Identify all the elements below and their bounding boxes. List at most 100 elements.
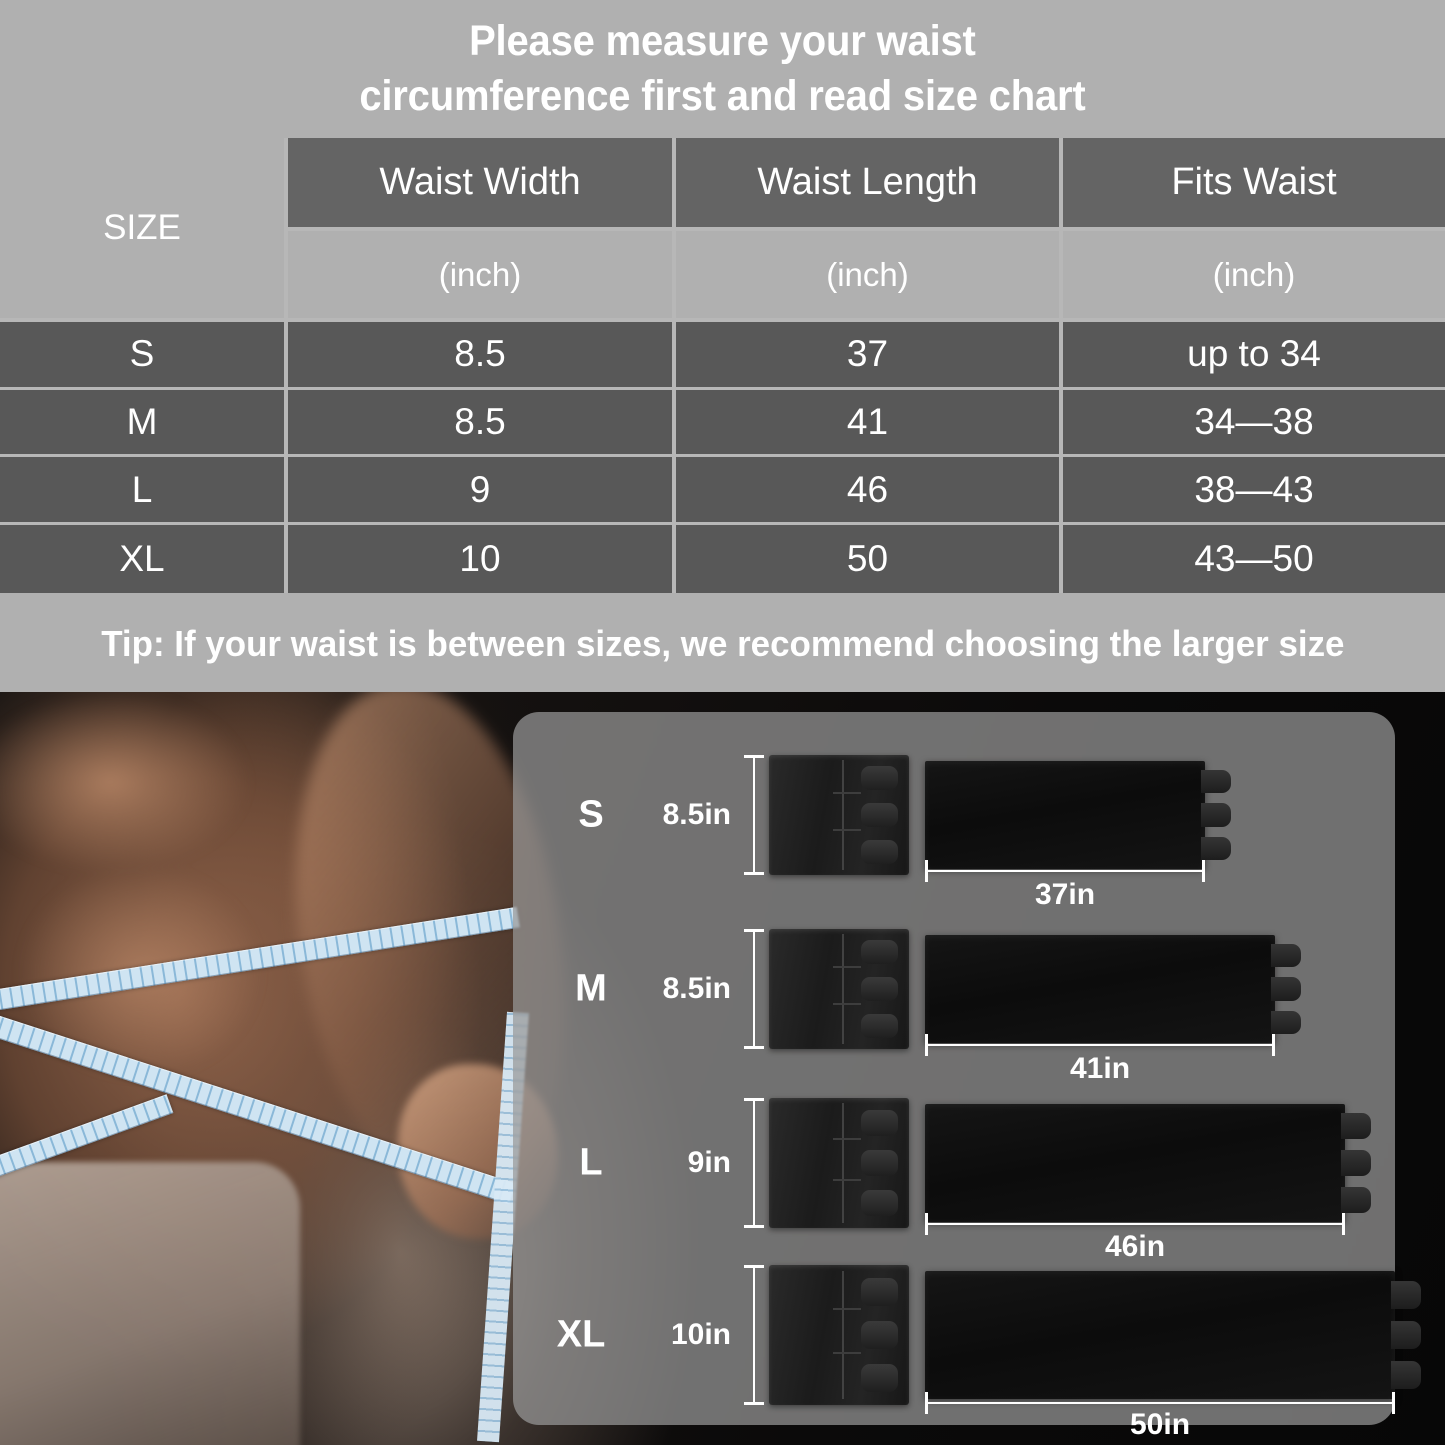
buckle-hook-wire xyxy=(833,1138,862,1141)
column-header-size: SIZE xyxy=(0,138,288,323)
diagram-width-label: 9in xyxy=(687,1146,731,1179)
cell-fits-waist: 43—50 xyxy=(1063,525,1445,593)
table-row: L 9 46 38—43 xyxy=(0,457,1445,526)
strap-piece xyxy=(925,1271,1421,1399)
buckle-hook xyxy=(861,1190,898,1217)
length-dimension-bar xyxy=(925,1034,1275,1056)
strap-tab xyxy=(1391,1360,1421,1389)
strap-tab xyxy=(1391,1320,1421,1350)
column-header-waist-width: Waist Width xyxy=(288,138,676,232)
buckle-hook-wire xyxy=(833,1178,862,1181)
diagram-length-label: 50in xyxy=(1129,1408,1191,1441)
strap-piece xyxy=(925,935,1301,1043)
buckle-hook xyxy=(861,1321,898,1349)
length-dimension-bar xyxy=(925,1213,1345,1235)
strap-tab xyxy=(1271,1010,1301,1035)
buckle-seam xyxy=(841,759,844,871)
buckle-hook xyxy=(861,803,898,827)
diagram-width-label: 8.5in xyxy=(662,972,731,1005)
buckle-hook xyxy=(861,977,898,1001)
buckle-piece xyxy=(769,755,909,875)
table-header-row-names: SIZE Waist Width Waist Length Fits Waist xyxy=(0,138,1445,323)
page-title: Please measure your waist circumference … xyxy=(0,4,1445,134)
buckle-hook xyxy=(861,1109,898,1136)
size-table-wrapper: SIZE Waist Width Waist Length Fits Waist… xyxy=(0,138,1445,593)
cell-size: L xyxy=(0,457,288,526)
buckle-seam xyxy=(841,933,844,1045)
buckle-hook xyxy=(861,765,898,790)
buckle-hook xyxy=(861,1150,898,1176)
lifestyle-photo-section: S 8.5in 37in xyxy=(0,692,1445,1445)
cell-waist-width: 8.5 xyxy=(288,322,676,390)
strap-tab xyxy=(1271,943,1301,968)
product-diagram-panel: S 8.5in 37in xyxy=(513,712,1421,1441)
buckle-hook xyxy=(861,939,898,964)
strap-tab xyxy=(1201,836,1231,861)
diagram-row-m: M 8.5in 41in xyxy=(513,904,1395,1085)
column-header-waist-length: Waist Length xyxy=(676,138,1063,232)
buckle-hook-wire xyxy=(833,1351,862,1354)
buckle-piece xyxy=(769,1265,909,1405)
cell-fits-waist: 34—38 xyxy=(1063,389,1445,458)
buckle-hook-wire xyxy=(833,829,862,832)
buckle-hook-wire xyxy=(833,1003,862,1006)
diagram-size-label: S xyxy=(578,793,604,836)
buckle-hook xyxy=(861,1014,898,1039)
strap-piece xyxy=(925,761,1231,869)
strap-tab xyxy=(1271,977,1301,1001)
cell-waist-length: 50 xyxy=(676,525,1063,593)
strap-tab xyxy=(1201,769,1231,794)
column-unit-fits-waist: (inch) xyxy=(1063,231,1445,323)
diagram-width-label: 10in xyxy=(670,1318,731,1351)
strap-tab xyxy=(1201,803,1231,827)
cell-waist-width: 10 xyxy=(288,525,676,593)
buckle-seam xyxy=(841,1103,844,1223)
table-header-row-units: (inch) (inch) (inch) xyxy=(0,231,1445,323)
width-dimension-bar xyxy=(744,1098,764,1228)
strap-piece xyxy=(925,1104,1371,1222)
buckle-hook-wire xyxy=(833,966,862,969)
diagram-row-l: L 9in 46in xyxy=(513,1078,1395,1263)
length-dimension-bar xyxy=(925,860,1205,882)
chart-section: Please measure your waist circumference … xyxy=(0,0,1445,692)
width-dimension-bar xyxy=(744,929,764,1049)
diagram-row-xl: XL 10in 50in xyxy=(513,1250,1421,1441)
buckle-seam xyxy=(841,1270,844,1400)
cell-size: S xyxy=(0,322,288,390)
buckle-piece xyxy=(769,929,909,1049)
cell-waist-length: 46 xyxy=(676,457,1063,526)
cell-waist-width: 9 xyxy=(288,457,676,526)
buckle-hook-wire xyxy=(833,792,862,795)
strap-tab xyxy=(1391,1281,1421,1310)
diagram-row-s: S 8.5in 37in xyxy=(513,730,1395,911)
width-dimension-bar xyxy=(744,1265,764,1405)
tip-bar: Tip: If your waist is between sizes, we … xyxy=(0,600,1445,688)
cell-size: XL xyxy=(0,525,288,593)
buckle-piece xyxy=(769,1098,909,1228)
buckle-hook xyxy=(861,1364,898,1393)
diagram-length-label: 46in xyxy=(1104,1230,1166,1263)
column-unit-waist-length: (inch) xyxy=(676,231,1063,323)
title-line-1: Please measure your waist xyxy=(469,17,976,66)
buckle-hook-wire xyxy=(833,1308,862,1311)
tip-text: Tip: If your waist is between sizes, we … xyxy=(100,623,1345,664)
diagram-size-label: XL xyxy=(556,1313,606,1356)
column-unit-waist-width: (inch) xyxy=(288,231,676,323)
column-header-fits-waist: Fits Waist xyxy=(1063,138,1445,232)
cell-size: M xyxy=(0,389,288,458)
cell-fits-waist: up to 34 xyxy=(1063,322,1445,390)
title-line-2: circumference first and read size chart xyxy=(359,72,1086,120)
table-row: S 8.5 37 up to 34 xyxy=(0,322,1445,390)
table-row: XL 10 50 43—50 xyxy=(0,525,1445,593)
strap-tab xyxy=(1341,1113,1371,1140)
strap-tab xyxy=(1341,1186,1371,1213)
cell-waist-width: 8.5 xyxy=(288,389,676,458)
strap-tab xyxy=(1341,1150,1371,1176)
cell-waist-length: 37 xyxy=(676,322,1063,390)
cell-waist-length: 41 xyxy=(676,389,1063,458)
size-table: SIZE Waist Width Waist Length Fits Waist… xyxy=(0,138,1445,593)
diagram-width-label: 8.5in xyxy=(662,798,731,831)
model-shorts xyxy=(0,1162,300,1445)
buckle-hook xyxy=(861,840,898,865)
